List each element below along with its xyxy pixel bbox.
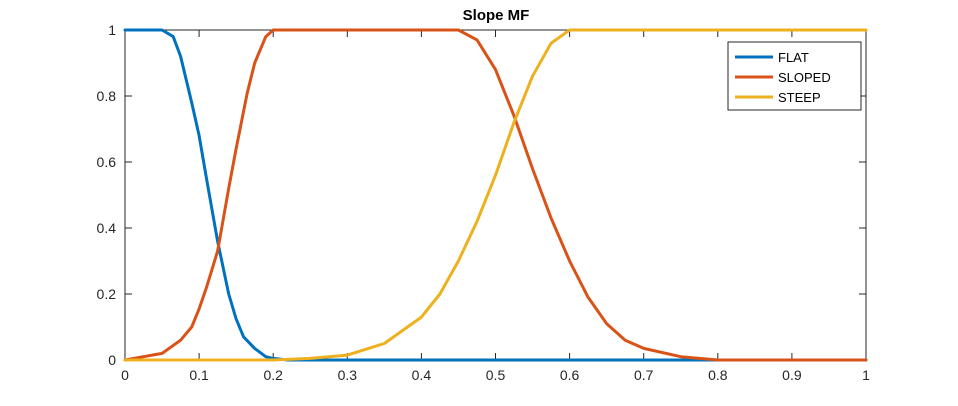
y-axis-tick-labels: 0 0.2 0.4 0.6 0.8 1 xyxy=(97,22,117,368)
y-tick-label: 0 xyxy=(108,352,116,368)
legend-label-steep: STEEP xyxy=(778,90,821,105)
x-tick-label: 0.7 xyxy=(634,367,654,383)
x-tick-label: 1 xyxy=(862,367,870,383)
x-tick-label: 0.4 xyxy=(412,367,432,383)
y-tick-label: 0.8 xyxy=(97,88,117,104)
y-tick-label: 1 xyxy=(108,22,116,38)
y-tick-label: 0.6 xyxy=(97,154,117,170)
series-lines xyxy=(123,28,868,362)
x-axis-tick-labels: 0 0.1 0.2 0.3 0.4 0.5 0.6 0.7 0.8 0.9 1 xyxy=(121,367,870,383)
series-line-sloped xyxy=(123,28,868,362)
legend-label-flat: FLAT xyxy=(778,50,809,65)
series-line-flat xyxy=(123,28,868,362)
x-tick-label: 0.5 xyxy=(486,367,506,383)
x-tick-label: 0.3 xyxy=(338,367,358,383)
x-tick-label: 0.1 xyxy=(189,367,209,383)
legend-label-sloped: SLOPED xyxy=(778,70,831,85)
chart-title: Slope MF xyxy=(463,7,530,24)
y-tick-label: 0.4 xyxy=(97,220,117,236)
series-line-steep xyxy=(123,28,868,362)
x-tick-label: 0 xyxy=(121,367,129,383)
x-tick-label: 0.2 xyxy=(263,367,283,383)
x-tick-label: 0.6 xyxy=(560,367,580,383)
legend: FLAT SLOPED STEEP xyxy=(727,41,862,111)
y-tick-label: 0.2 xyxy=(97,286,117,302)
x-tick-label: 0.9 xyxy=(782,367,802,383)
x-tick-label: 0.8 xyxy=(708,367,728,383)
